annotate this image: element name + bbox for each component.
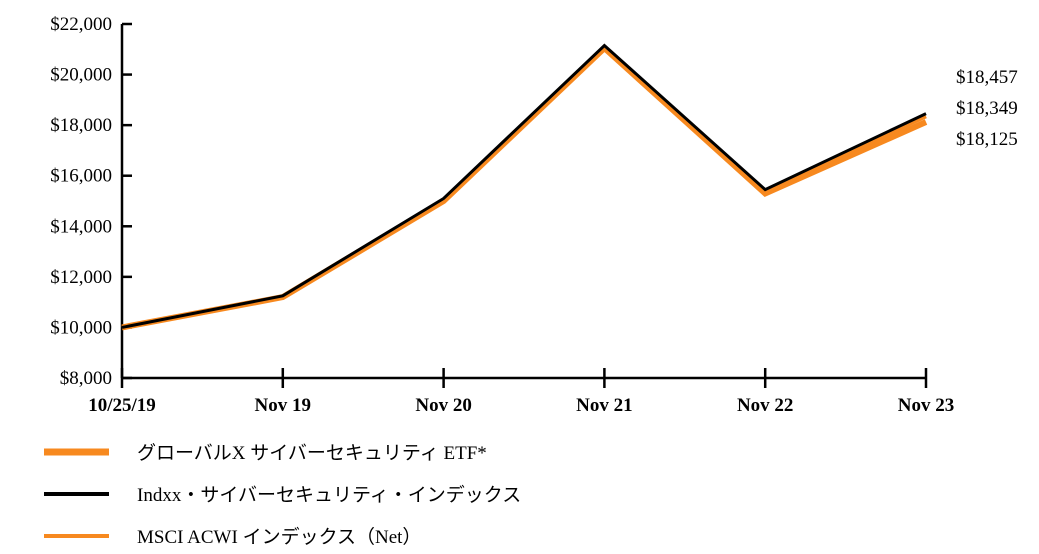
series-line-1: [121, 43, 927, 329]
x-tick-label: Nov 19: [255, 395, 311, 416]
end-value-label: $18,125: [956, 129, 1018, 150]
x-tick-label: 10/25/19: [88, 395, 156, 416]
y-tick-label: $8,000: [60, 368, 112, 389]
series-lines: [121, 43, 928, 331]
series-line-2: [121, 44, 927, 330]
x-tick-label: Nov 22: [737, 395, 793, 416]
end-value-label: $18,457: [956, 67, 1018, 88]
end-value-labels: $18,457 $18,349 $18,125: [956, 67, 1018, 150]
y-tick-label: $14,000: [50, 216, 112, 237]
legend-label: MSCI ACWI インデックス（Net）: [137, 526, 421, 548]
legend: グローバルX サイバーセキュリティ ETF* Indxx・サイバーセキュリティ・イ…: [44, 442, 521, 548]
legend-label: グローバルX サイバーセキュリティ ETF*: [137, 442, 487, 464]
y-tick-label: $12,000: [50, 267, 112, 288]
x-axis: 10/25/19 Nov 19 Nov 20 Nov 21 Nov 22 Nov 23: [88, 368, 954, 416]
y-tick-label: $22,000: [50, 14, 112, 35]
x-tick-label: Nov 20: [415, 395, 471, 416]
legend-label: Indxx・サイバーセキュリティ・インデックス: [137, 484, 521, 506]
end-value-label: $18,349: [956, 98, 1018, 119]
x-tick-label: Nov 21: [576, 395, 632, 416]
y-tick-label: $16,000: [50, 166, 112, 187]
series-line-0: [121, 43, 928, 331]
y-tick-label: $10,000: [50, 317, 112, 338]
y-tick-label: $18,000: [50, 115, 112, 136]
y-tick-label: $20,000: [50, 65, 112, 86]
x-tick-label: Nov 23: [898, 395, 954, 416]
y-axis: $8,000 $10,000 $12,000 $14,000 $16,000 $18,00…: [50, 14, 132, 389]
